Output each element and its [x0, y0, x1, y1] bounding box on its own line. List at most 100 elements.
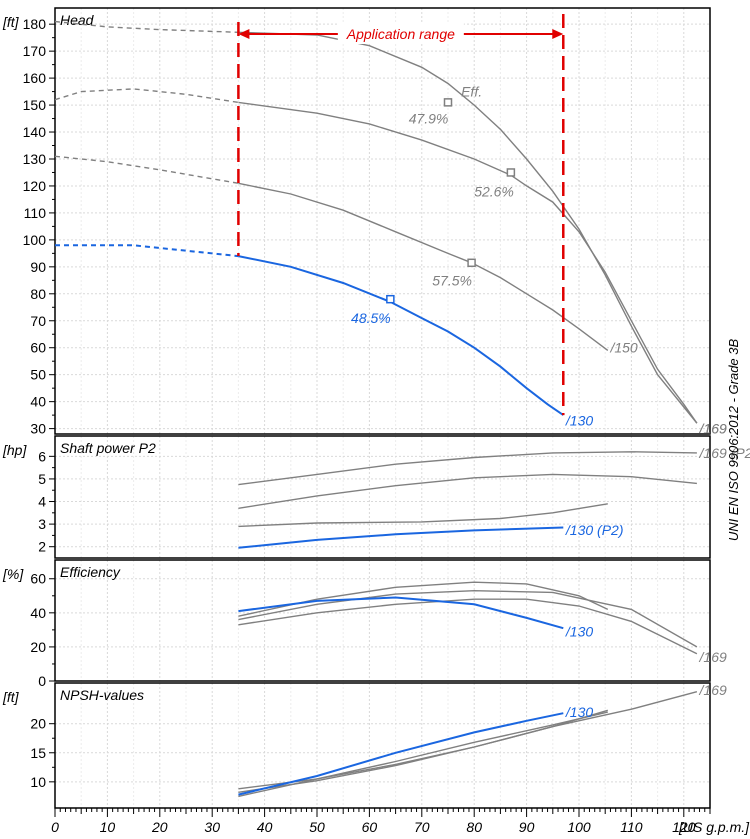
series-label: /150: [609, 340, 637, 356]
series-169-extension: [54, 20, 239, 33]
x-unit-label: [US g.p.m.]: [678, 819, 750, 835]
panel-title: Head: [60, 12, 95, 28]
y-tick-label: 60: [30, 340, 46, 356]
y-tick-label: 40: [30, 394, 46, 410]
series-165-line: [238, 101, 698, 424]
series-130-line: [238, 526, 564, 549]
x-tick-label: 50: [309, 819, 325, 835]
standard-note: UNI EN ISO 9906:2012 - Grade 3B: [726, 339, 741, 542]
y-tick-label: 160: [23, 70, 47, 86]
series-169-line: [238, 31, 698, 424]
series-label: /130: [565, 413, 593, 429]
efficiency-point-marker: [386, 294, 395, 304]
range-label-background: [337, 23, 464, 44]
panels-layer: 3040506070809010011012013014015016017018…: [2, 7, 750, 809]
y-tick-label: 180: [23, 16, 47, 32]
y-tick-label: 140: [23, 124, 47, 140]
application-range: Application range: [237, 14, 565, 416]
series-130-line: [238, 255, 564, 416]
efficiency-point-label: 57.5%: [432, 272, 472, 288]
panel-head: 30 40 50 60 70 80 90 100 110 120 130 140 150 160 170 18…: [2, 7, 727, 437]
y-tick-label: 110: [24, 205, 47, 221]
y-tick-label: 100: [23, 232, 47, 248]
series-label: /169 (P2): [699, 445, 750, 461]
x-tick-label: 40: [257, 819, 273, 835]
series-165-line: [238, 473, 697, 509]
range-label: Application range: [346, 26, 455, 42]
panel-power: 2 3 4 5 6 [hp] Shaft power P2/169 (P2) /130 (P2…: [2, 435, 750, 559]
series-150-extension: [54, 155, 239, 184]
series-165-line: [238, 589, 698, 648]
range-arrow-right-head: [552, 29, 564, 39]
y-tick-label: 120: [23, 178, 47, 194]
efficiency-point-marker: [443, 98, 453, 107]
panel-frame: [54, 682, 711, 809]
series-label: /169: [699, 649, 727, 665]
x-axis: 0 10 20 30 40 50 60 70 80 90 100 110 120[US g.p.m.]: [51, 808, 750, 835]
series-label: /169: [699, 421, 727, 437]
panel-frame: [54, 435, 711, 559]
series-130-extension: [55, 244, 239, 258]
y-unit-label: [%]: [2, 566, 24, 582]
x-tick-label: 80: [466, 819, 482, 835]
efficiency-point-label: 48.5%: [351, 310, 391, 326]
panel-efficiency: 0 20 40 60 [%] Efficiency/169/130: [2, 559, 727, 689]
y-tick-label: 150: [23, 97, 47, 113]
x-tick-label: 0: [51, 819, 59, 835]
efficiency-point-label: 47.9%: [409, 111, 449, 127]
y-unit-label: [ft]: [2, 689, 20, 705]
panel-frame: [54, 7, 711, 435]
y-tick-label: 4: [38, 494, 46, 510]
y-tick-label: 20: [30, 639, 46, 655]
x-tick-label: 120: [672, 819, 696, 835]
range-arrow-left-head: [238, 29, 250, 39]
efficiency-point-label: 52.6%: [474, 183, 514, 199]
series-150-line: [238, 503, 608, 528]
x-tick-label: 90: [519, 819, 535, 835]
y-tick-label: 50: [30, 367, 46, 383]
series-label: /169: [699, 421, 727, 437]
x-tick-label: 30: [204, 819, 220, 835]
series-169-line: [238, 451, 697, 486]
x-tick-label: 60: [362, 819, 378, 835]
y-tick-label: 70: [30, 313, 46, 329]
series-150-line: [238, 581, 609, 617]
y-tick-label: 3: [38, 516, 46, 532]
x-tick-label: 20: [151, 819, 168, 835]
y-tick-label: 170: [23, 43, 47, 59]
series-label: /169: [699, 682, 727, 698]
y-tick-label: 15: [30, 745, 46, 761]
y-tick-label: 90: [30, 259, 46, 275]
y-tick-label: 80: [30, 286, 46, 302]
y-unit-label: [hp]: [2, 442, 27, 458]
x-tick-label: 10: [100, 819, 116, 835]
efficiency-point-marker: [467, 258, 476, 268]
panel-title: Efficiency: [60, 564, 121, 580]
series-label: /130 (P2): [565, 522, 624, 538]
efficiency-point-marker: [506, 168, 516, 177]
series-169-line: [238, 691, 698, 790]
x-tick-label: 100: [567, 819, 591, 835]
y-tick-label: 130: [23, 151, 47, 167]
series-150-line: [238, 711, 608, 798]
y-unit-label: [ft]: [2, 14, 20, 30]
series-169-line: [238, 598, 698, 655]
y-tick-label: 6: [38, 448, 46, 464]
x-tick-label: 70: [414, 819, 430, 835]
y-tick-label: 40: [30, 605, 46, 621]
y-tick-label: 60: [30, 571, 46, 587]
y-tick-label: 0: [38, 673, 46, 689]
series-label: /130: [565, 624, 593, 640]
efficiency-tag: Eff.: [461, 84, 482, 100]
y-tick-label: 2: [38, 539, 46, 555]
y-tick-label: 10: [30, 774, 46, 790]
panel-npsh: 10 15 20 [ft] NPSH-values/169/130: [2, 682, 727, 809]
series-165-line: [238, 709, 608, 793]
panel-frame: [54, 559, 711, 682]
series-130-line: [238, 712, 564, 796]
series-165-extension: [54, 88, 239, 104]
x-tick-label: 110: [620, 819, 643, 835]
series-130-line: [238, 596, 564, 630]
series-label: /130: [565, 704, 593, 720]
